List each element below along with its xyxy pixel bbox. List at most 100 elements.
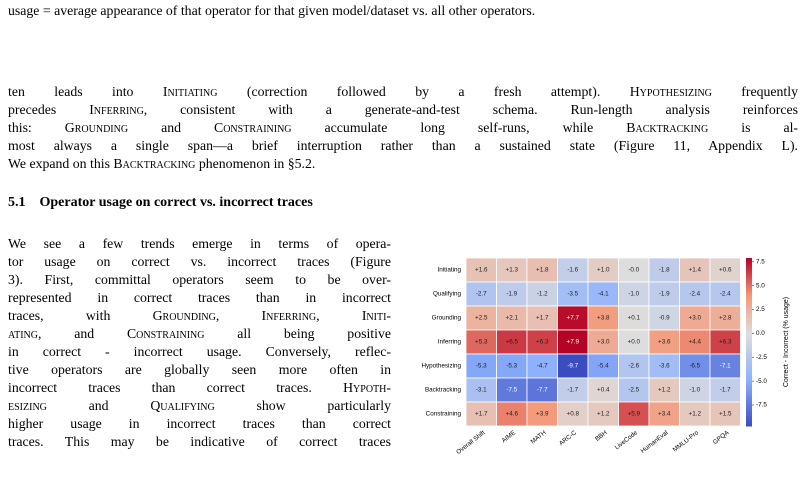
heatmap-cell bbox=[465, 401, 497, 427]
cell-label: -2.4 bbox=[720, 291, 731, 298]
colorbar-segment bbox=[746, 291, 752, 295]
text-run: , consistent with a generate-and-test sc… bbox=[143, 102, 798, 117]
heatmap-cell bbox=[709, 281, 741, 307]
text-line: We see a few trends emerge in terms of o… bbox=[8, 235, 391, 253]
heatmap-cell bbox=[526, 401, 558, 427]
colorbar-segment bbox=[746, 302, 752, 305]
cell-label: +1.4 bbox=[689, 267, 702, 274]
colorbar-segment bbox=[746, 390, 752, 393]
heatmap-cell bbox=[526, 353, 558, 379]
cell-label: +1.8 bbox=[536, 267, 549, 274]
text-run: is al- bbox=[708, 120, 798, 135]
colorbar-segment bbox=[746, 262, 752, 265]
cell-label: -9.7 bbox=[567, 363, 578, 370]
column-label: MATH bbox=[530, 429, 548, 445]
cell-label: +3.6 bbox=[658, 339, 671, 346]
text-run: represented in correct traces than in in… bbox=[8, 290, 391, 305]
cell-label: +5.9 bbox=[628, 411, 641, 418]
column-label: HumanEval bbox=[640, 429, 670, 455]
small-caps-term: Hypoth- bbox=[343, 380, 391, 395]
heatmap-cell bbox=[618, 329, 650, 355]
colorbar-tick-label: 7.5 bbox=[756, 258, 765, 265]
heatmap-cell bbox=[496, 329, 528, 355]
colorbar-segment bbox=[746, 350, 752, 353]
cell-label: +3.0 bbox=[597, 339, 610, 346]
text-run: , bbox=[316, 308, 362, 323]
cell-label: +1.0 bbox=[597, 267, 610, 274]
colorbar-segment bbox=[746, 386, 752, 389]
cell-label: -6.5 bbox=[689, 363, 700, 370]
cell-label: -3.1 bbox=[476, 387, 487, 394]
section-number: 5.1 bbox=[8, 195, 26, 210]
cell-label: -3.6 bbox=[659, 363, 670, 370]
heatmap-cell bbox=[648, 353, 680, 379]
colorbar-segment bbox=[746, 304, 752, 307]
colorbar-tick-label: -7.5 bbox=[756, 402, 767, 409]
cell-label: -2.4 bbox=[689, 291, 700, 298]
cell-label: +1.7 bbox=[536, 315, 549, 322]
colorbar-segment bbox=[746, 272, 752, 276]
text-run: higher usage in incorrect traces than co… bbox=[8, 416, 391, 431]
colorbar-segment bbox=[746, 402, 752, 406]
colorbar-segment bbox=[746, 344, 752, 347]
colorbar-segment bbox=[746, 339, 752, 343]
cell-label: +0.4 bbox=[597, 387, 610, 394]
heatmap-cell bbox=[709, 329, 741, 355]
cell-label: -4.1 bbox=[598, 291, 609, 298]
cell-label: -1.6 bbox=[567, 267, 578, 274]
text-line: traces, with Grounding, Inferring, Initi… bbox=[8, 307, 391, 325]
row-label: Qualifying bbox=[433, 291, 461, 298]
cell-label: -1.7 bbox=[720, 387, 731, 394]
cell-label: +1.6 bbox=[475, 267, 488, 274]
small-caps-term: Constraining bbox=[126, 326, 205, 341]
column-label: LiveCode bbox=[614, 429, 640, 451]
colorbar-segment bbox=[746, 287, 752, 290]
cell-label: -1.0 bbox=[689, 387, 700, 394]
caption-tail: usage = average appearance of that opera… bbox=[8, 3, 536, 18]
colorbar-segment bbox=[746, 268, 752, 272]
colorbar-segment bbox=[746, 394, 752, 398]
small-caps-term: Inferring bbox=[261, 308, 317, 323]
heatmap-cell bbox=[618, 353, 650, 379]
column-label: Overall Shift bbox=[455, 429, 487, 456]
colorbar-segment bbox=[746, 360, 752, 364]
cell-label: -4.7 bbox=[537, 363, 548, 370]
text-run: We expand on this bbox=[8, 156, 114, 171]
cell-label: +2.8 bbox=[719, 315, 732, 322]
colorbar-segment bbox=[746, 312, 752, 316]
colorbar-tick-label: 2.5 bbox=[756, 306, 765, 313]
colorbar-segment bbox=[746, 314, 752, 318]
colorbar-segment bbox=[746, 321, 752, 324]
colorbar-segment bbox=[746, 283, 752, 286]
heatmap-cell bbox=[587, 329, 619, 355]
colorbar-segment bbox=[746, 270, 752, 274]
colorbar-segment bbox=[746, 260, 752, 263]
small-caps-term: Qualifying bbox=[150, 398, 215, 413]
heatmap-cell bbox=[679, 353, 711, 379]
text-run: most always a single span—a brief interr… bbox=[8, 138, 798, 153]
small-caps-term: Initiating bbox=[162, 84, 218, 99]
row-label: Constraining bbox=[426, 411, 462, 418]
row-label: Inferring bbox=[438, 339, 462, 346]
colorbar-segment bbox=[746, 388, 752, 391]
heatmap-cell bbox=[709, 257, 741, 283]
text-run: phenomenon in §5.2. bbox=[195, 156, 316, 171]
text-run: (correction followed by a fresh attempt)… bbox=[217, 84, 630, 99]
heatmap-cell bbox=[587, 401, 619, 427]
colorbar-segment bbox=[746, 297, 752, 301]
colorbar-segment bbox=[746, 384, 752, 387]
heatmap-cell bbox=[557, 305, 589, 331]
colorbar-segment bbox=[746, 392, 752, 395]
heatmap-cell bbox=[496, 281, 528, 307]
text-run: tor usage on correct vs. incorrect trace… bbox=[8, 254, 391, 269]
text-run: precedes bbox=[8, 102, 90, 117]
heatmap-cell bbox=[465, 377, 497, 403]
text-run: show particularly bbox=[214, 398, 392, 413]
text-run: traces, with bbox=[8, 308, 153, 323]
cell-label: +0.1 bbox=[628, 315, 641, 322]
colorbar-segment bbox=[746, 409, 752, 412]
cell-label: -0.0 bbox=[628, 267, 639, 274]
heatmap-cell bbox=[709, 377, 741, 403]
heatmap-cell bbox=[557, 281, 589, 307]
colorbar-segment bbox=[746, 281, 752, 284]
